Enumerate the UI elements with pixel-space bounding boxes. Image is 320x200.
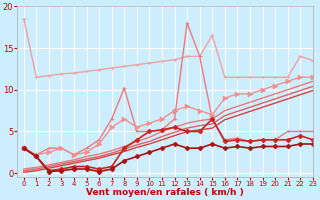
X-axis label: Vent moyen/en rafales ( km/h ): Vent moyen/en rafales ( km/h ) [86, 188, 244, 197]
